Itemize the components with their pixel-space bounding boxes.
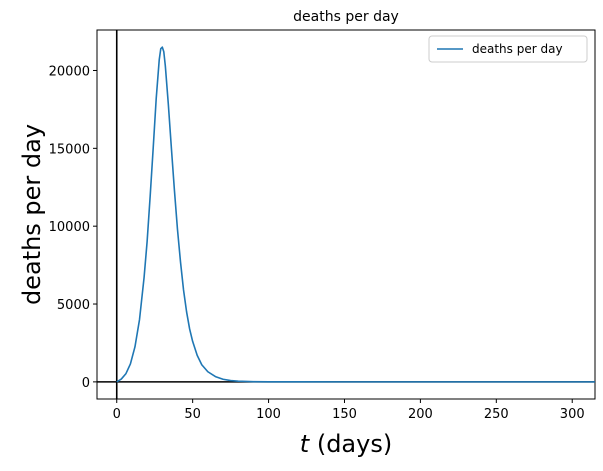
legend-box	[428, 35, 588, 63]
x-tick-label: 300	[560, 407, 585, 422]
legend: deaths per day	[428, 35, 588, 63]
x-tick-label: 200	[408, 407, 433, 422]
y-tick-label: 15000	[49, 142, 90, 157]
y-tick-label: 10000	[49, 220, 90, 235]
axes-frame	[96, 29, 596, 400]
x-tick-label: 150	[332, 407, 357, 422]
x-tick-label: 50	[184, 407, 201, 422]
x-tick-label: 250	[484, 407, 509, 422]
y-tick-label: 20000	[49, 64, 90, 79]
x-tick-label: 0	[113, 407, 121, 422]
series-line-0	[116, 46, 595, 383]
x-axis-label-variable: t	[300, 430, 311, 458]
x-axis-label-unit: (days)	[309, 430, 392, 458]
y-axis-label: deaths per day	[18, 124, 46, 305]
y-tick-label: 5000	[57, 298, 90, 313]
y-tick-label: 0	[82, 376, 90, 391]
plot-area	[96, 29, 596, 400]
legend-entry: deaths per day	[472, 42, 563, 56]
chart-title: deaths per day	[293, 9, 399, 25]
x-tick-label: 100	[256, 407, 281, 422]
axis-ticks: 0 50 100 150 200 250 300 0 5000 10000 15000 20000	[49, 64, 585, 422]
x-axis-label: t (days)	[300, 430, 392, 458]
